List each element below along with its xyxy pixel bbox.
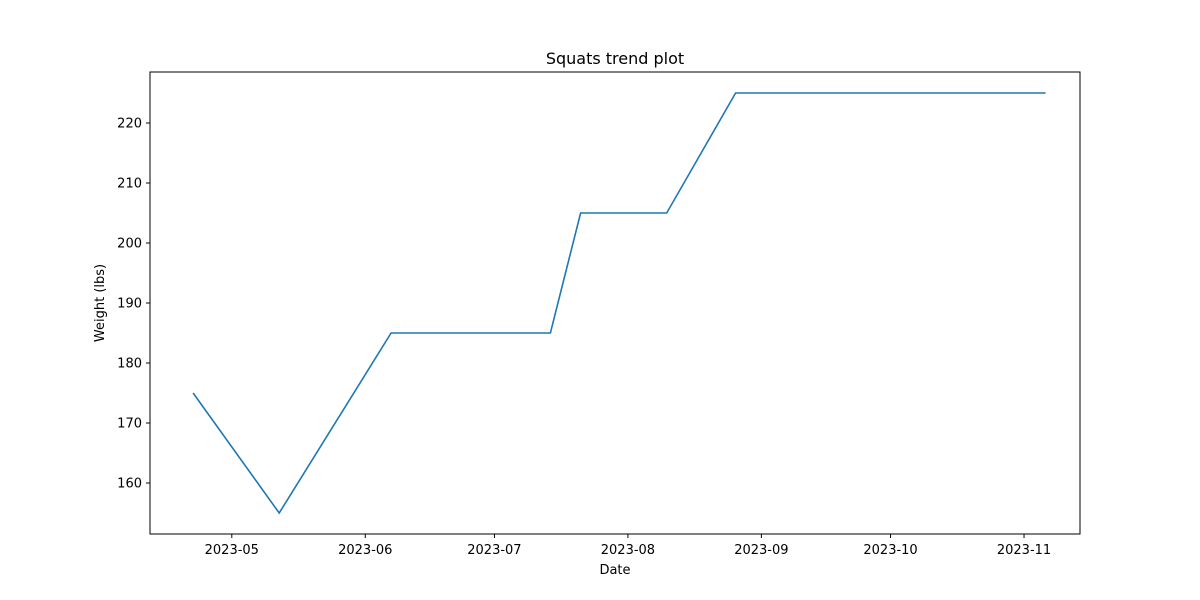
x-tick-label: 2023-06 [338, 543, 392, 558]
x-tick-label: 2023-10 [863, 543, 917, 558]
y-tick-label: 170 [117, 417, 142, 432]
x-tick-label: 2023-05 [205, 543, 259, 558]
x-tick-label: 2023-07 [467, 543, 521, 558]
plot-frame [149, 71, 1081, 535]
chart-title: Squats trend plot [546, 49, 684, 68]
x-axis-title: Date [599, 563, 630, 578]
x-axis-ticks: 2023-05 2023-06 2023-07 2023-08 2023-09 2023-… [205, 534, 1051, 558]
x-tick-label: 2023-11 [997, 543, 1051, 558]
series-layer [192, 92, 1046, 515]
y-tick-label: 190 [117, 297, 142, 312]
y-axis-title: Weight (lbs) [93, 264, 108, 342]
y-tick-label: 220 [117, 117, 142, 132]
y-tick-label: 180 [117, 357, 142, 372]
x-tick-label: 2023-09 [734, 543, 788, 558]
y-axis-ticks: 160 170 180 190 200 210 220 [117, 117, 150, 492]
y-tick-label: 160 [117, 477, 142, 492]
x-tick-label: 2023-08 [601, 543, 655, 558]
y-tick-label: 210 [117, 177, 142, 192]
y-tick-label: 200 [117, 237, 142, 252]
series-line [192, 92, 1046, 515]
